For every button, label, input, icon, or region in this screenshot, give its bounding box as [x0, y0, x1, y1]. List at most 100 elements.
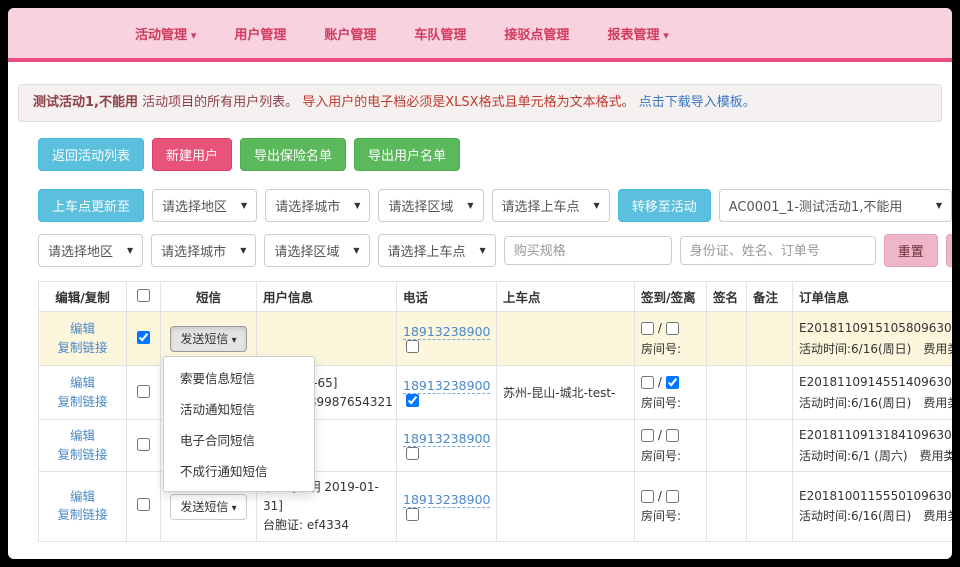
filter-city-select[interactable]: 请选择城市	[151, 234, 257, 268]
order-cell: E20181001155501096300000 活动时间:6/16(周日) 费…	[792, 470, 952, 542]
filter-pickup-select[interactable]: 请选择上车点	[377, 234, 496, 268]
copy-link[interactable]: 复制链接	[57, 446, 108, 462]
send-sms-button[interactable]: 发送短信	[170, 493, 247, 520]
pickup-cell	[496, 311, 635, 367]
pickup-point-select[interactable]: 请选择上车点	[491, 189, 610, 223]
download-template-link[interactable]: 点击下载导入模板。	[638, 95, 756, 110]
row-checkbox[interactable]	[137, 384, 150, 398]
spec-input[interactable]	[503, 236, 672, 266]
order-number: E201811091318410963000031	[799, 428, 952, 443]
order-number: E201811091455140963000019	[799, 375, 952, 390]
select-all-checkbox[interactable]	[137, 288, 150, 302]
sign-separator: /	[657, 321, 662, 336]
phone-checkbox[interactable]	[406, 447, 419, 461]
copy-link[interactable]: 复制链接	[57, 339, 108, 355]
header-pickup: 上车点	[496, 281, 635, 313]
filter-region-select[interactable]: 请选择地区	[38, 234, 144, 268]
phone-link[interactable]: 18913238900	[403, 431, 491, 448]
district-select[interactable]: 请选择区域	[378, 189, 484, 223]
nav-activity-management[interactable]: 活动管理	[135, 24, 196, 43]
checkin-checkbox[interactable]	[641, 429, 654, 443]
update-pickup-button[interactable]: 上车点更新至	[38, 189, 145, 223]
order-meta: 活动时间:6/16(周日) 费用类型	[799, 509, 952, 524]
edit-link[interactable]: 编辑	[69, 427, 95, 443]
activity-title: 测试活动1,不能用	[33, 95, 138, 110]
note-cell	[746, 470, 793, 542]
pickup-update-bar: 上车点更新至 请选择地区 请选择城市 请选择区域 请选择上车点 转移至活动 AC…	[38, 189, 952, 223]
pagination-summary: 总计: 4 条,当前页: 1 / 1 页	[8, 542, 952, 559]
send-sms-button[interactable]: 发送短信	[170, 326, 247, 353]
row-checkbox[interactable]	[137, 437, 150, 451]
target-activity-select[interactable]: AC0001_1-测试活动1,不能用	[718, 189, 952, 223]
back-to-activity-list-button[interactable]: 返回活动列表	[38, 138, 145, 172]
filter-bar: 请选择地区 请选择城市 请选择区域 请选择上车点 重置 过滤	[38, 234, 952, 268]
new-user-button[interactable]: 新建用户	[152, 138, 233, 172]
phone-checkbox[interactable]	[406, 507, 419, 521]
edit-link[interactable]: 编辑	[69, 374, 95, 390]
phone-link[interactable]: 18913238900	[403, 324, 491, 341]
search-input[interactable]	[679, 236, 876, 266]
sign-separator: /	[657, 428, 662, 443]
checkout-checkbox[interactable]	[665, 376, 679, 390]
order-cell: E201811091318410963000031 活动时间:6/1 (周六) …	[792, 419, 952, 472]
activity-subtitle: 活动项目的所有用户列表。	[142, 95, 299, 110]
app-window: 活动管理 用户管理 账户管理 车队管理 接驳点管理 报表管理 测试活动1,不能用…	[8, 8, 952, 559]
export-user-list-button[interactable]: 导出用户名单	[354, 138, 461, 172]
export-insurance-list-button[interactable]: 导出保险名单	[240, 138, 347, 172]
sms-menu-item-request-info[interactable]: 索要信息短信	[180, 371, 256, 387]
checkout-checkbox[interactable]	[665, 489, 679, 503]
nav-fleet-management[interactable]: 车队管理	[414, 27, 467, 43]
phone-checkbox[interactable]	[406, 394, 419, 408]
room-label: 房间号:	[641, 395, 682, 410]
nav-shuttle-point-management[interactable]: 接驳点管理	[504, 27, 570, 43]
sign-separator: /	[657, 488, 662, 503]
copy-link[interactable]: 复制链接	[57, 507, 108, 523]
import-format-warning: 导入用户的电子档必须是XLSX格式且单元格为文本格式。	[302, 95, 635, 110]
room-label: 房间号:	[641, 448, 682, 463]
header-sms: 短信	[160, 281, 257, 313]
phone-checkbox[interactable]	[406, 340, 419, 354]
nav-report-management[interactable]: 报表管理	[607, 24, 668, 43]
phone-link[interactable]: 18913238900	[403, 378, 491, 395]
sms-menu-item-activity-notice[interactable]: 活动通知短信	[180, 402, 256, 418]
header-note: 备注	[746, 281, 793, 313]
pickup-cell	[496, 419, 635, 472]
copy-link[interactable]: 复制链接	[57, 393, 108, 409]
filter-button[interactable]: 过滤	[945, 234, 952, 268]
table-header-row: 编辑/复制 短信 用户信息 电话 上车点 签到/签离 签名 备注 订单信息	[38, 281, 952, 313]
sign-separator: /	[657, 375, 662, 390]
sign-cell: / 房间号:	[634, 419, 707, 472]
edit-link[interactable]: 编辑	[69, 488, 95, 504]
region-select[interactable]: 请选择地区	[152, 189, 258, 223]
import-hint-alert: 测试活动1,不能用 活动项目的所有用户列表。 导入用户的电子档必须是XLSX格式…	[18, 84, 942, 123]
nav-account-management[interactable]: 账户管理	[324, 27, 377, 43]
checkout-checkbox[interactable]	[665, 322, 679, 336]
reset-button[interactable]: 重置	[883, 234, 938, 268]
phone-link[interactable]: 18913238900	[403, 491, 491, 508]
nav-user-management[interactable]: 用户管理	[234, 27, 287, 43]
filter-district-select[interactable]: 请选择区域	[264, 234, 370, 268]
sms-menu-item-cancel-notice[interactable]: 不成行通知短信	[180, 464, 268, 480]
note-cell	[746, 419, 793, 472]
transfer-to-activity-button[interactable]: 转移至活动	[617, 189, 711, 223]
sms-dropdown-menu: 索要信息短信 活动通知短信 电子合同短信 不成行通知短信	[163, 356, 315, 493]
checkout-checkbox[interactable]	[665, 429, 679, 443]
order-number: E20181001155501096300000	[799, 488, 952, 503]
city-select[interactable]: 请选择城市	[265, 189, 371, 223]
pickup-cell: 苏州-昆山-城北-test-	[496, 365, 635, 421]
sms-menu-item-e-contract[interactable]: 电子合同短信	[180, 433, 256, 449]
row-checkbox[interactable]	[137, 330, 150, 344]
nav-accent-line	[8, 58, 952, 62]
room-label: 房间号:	[641, 509, 682, 524]
row-checkbox[interactable]	[137, 498, 150, 512]
edit-link[interactable]: 编辑	[69, 320, 95, 336]
sign-cell: / 房间号:	[634, 470, 707, 542]
user-table-wrap: 编辑/复制 短信 用户信息 电话 上车点 签到/签离 签名 备注 订单信息 编辑…	[38, 281, 952, 542]
order-cell: E201811091455140963000019 活动时间:6/16(周日) …	[792, 365, 952, 421]
header-phone: 电话	[396, 281, 497, 313]
checkin-checkbox[interactable]	[641, 376, 654, 390]
checkin-checkbox[interactable]	[641, 489, 654, 503]
note-cell	[746, 311, 793, 367]
checkin-checkbox[interactable]	[641, 322, 654, 336]
table-row: 编辑 复制链接 发送短信 索要信息短信 活动通知短信 电子合同短信 不成行通知短…	[38, 311, 952, 493]
